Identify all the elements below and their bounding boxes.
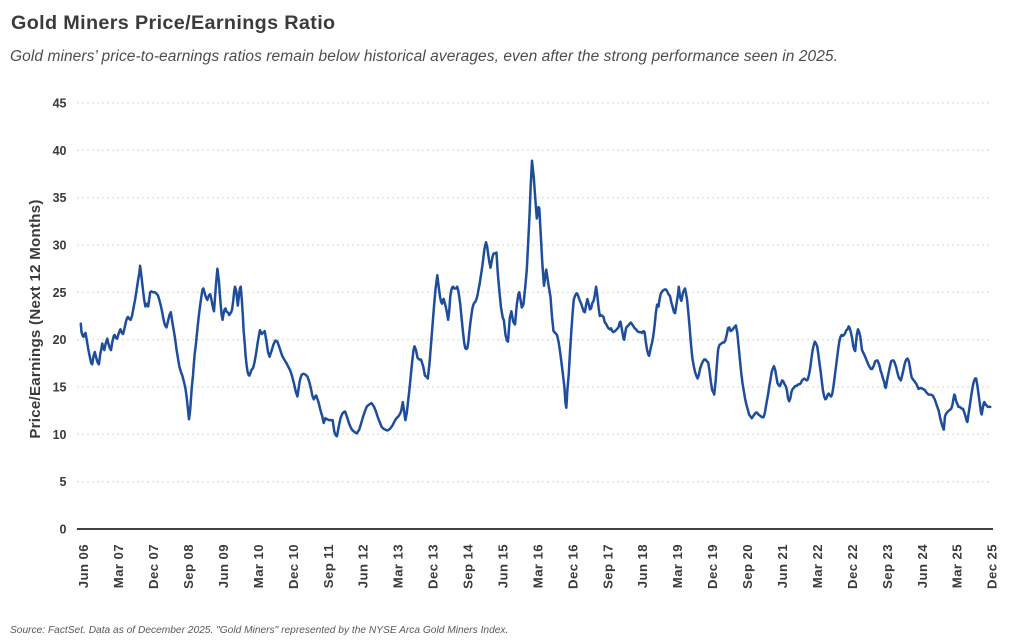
svg-text:Gold miners’ price-to-earnings: Gold miners’ price-to-earnings ratios re… <box>10 48 838 65</box>
svg-text:0: 0 <box>60 523 67 537</box>
svg-text:Jun 06: Jun 06 <box>76 544 91 588</box>
svg-text:Jun 09: Jun 09 <box>216 544 231 588</box>
svg-text:Dec 22: Dec 22 <box>845 544 860 589</box>
svg-text:Source: FactSet. Data as of De: Source: FactSet. Data as of December 202… <box>10 625 508 636</box>
svg-text:Mar 16: Mar 16 <box>530 544 545 588</box>
svg-text:Sep 23: Sep 23 <box>880 544 895 589</box>
svg-text:Jun 18: Jun 18 <box>635 544 650 588</box>
svg-text:Mar 13: Mar 13 <box>391 544 406 588</box>
svg-text:Mar 25: Mar 25 <box>950 544 965 588</box>
svg-text:5: 5 <box>60 475 67 489</box>
svg-text:Sep 11: Sep 11 <box>321 544 336 588</box>
svg-text:Jun 12: Jun 12 <box>356 544 371 588</box>
svg-text:25: 25 <box>53 286 67 300</box>
svg-text:35: 35 <box>53 191 67 205</box>
svg-text:Sep 14: Sep 14 <box>461 544 476 589</box>
svg-text:Mar 10: Mar 10 <box>251 544 266 588</box>
svg-text:45: 45 <box>53 97 67 111</box>
svg-text:Dec 13: Dec 13 <box>426 544 441 589</box>
svg-text:Mar 19: Mar 19 <box>670 544 685 588</box>
svg-text:Gold Miners Price/Earnings Rat: Gold Miners Price/Earnings Ratio <box>11 12 335 34</box>
svg-text:15: 15 <box>53 381 67 395</box>
svg-text:Sep 17: Sep 17 <box>600 544 615 589</box>
svg-text:30: 30 <box>53 239 67 253</box>
svg-text:Dec 10: Dec 10 <box>286 544 301 589</box>
svg-text:Jun 15: Jun 15 <box>496 544 511 588</box>
svg-text:Mar 07: Mar 07 <box>111 544 126 588</box>
svg-text:Sep 20: Sep 20 <box>740 544 755 589</box>
svg-text:Mar 22: Mar 22 <box>810 544 825 588</box>
svg-text:40: 40 <box>53 144 67 158</box>
svg-text:10: 10 <box>53 428 67 442</box>
svg-text:Jun 24: Jun 24 <box>915 544 930 588</box>
svg-text:Price/Earnings (Next 12 Months: Price/Earnings (Next 12 Months) <box>27 199 44 438</box>
svg-text:20: 20 <box>53 333 67 347</box>
svg-text:Jun 21: Jun 21 <box>775 544 790 588</box>
svg-text:Dec 19: Dec 19 <box>705 544 720 589</box>
svg-text:Dec 16: Dec 16 <box>565 544 580 589</box>
svg-text:Dec 07: Dec 07 <box>146 544 161 589</box>
svg-text:Sep 08: Sep 08 <box>181 544 196 589</box>
svg-text:Dec 25: Dec 25 <box>985 544 1000 589</box>
